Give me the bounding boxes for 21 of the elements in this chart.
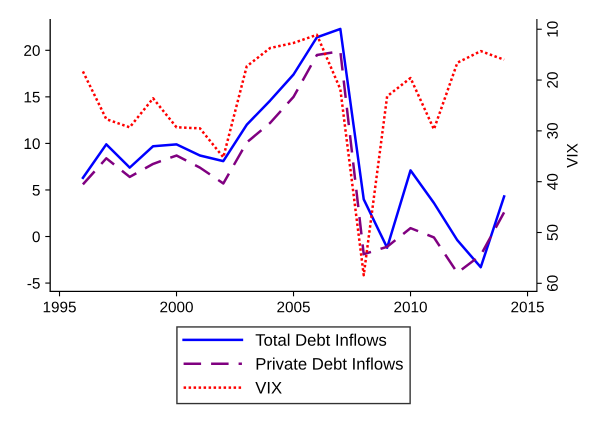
y2-axis-title: VIX (566, 144, 578, 168)
x-tick-label: 2010 (394, 302, 427, 312)
x-tick-label: 1995 (44, 302, 76, 312)
y2-tick-label: 20 (547, 72, 558, 88)
y2-tick-label: 30 (547, 122, 558, 139)
y-tick-label: 0 (32, 231, 40, 242)
y-tick-label: 10 (24, 138, 40, 150)
y2-tick-label: 50 (547, 224, 558, 240)
legend-label: VIX (255, 382, 282, 394)
y-tick-label: 5 (32, 184, 40, 196)
y2-tick-label: 40 (547, 174, 558, 190)
y2-tick-label: 60 (547, 275, 558, 292)
y2-tick-label: 10 (547, 21, 558, 37)
y-tick-label: -5 (28, 278, 40, 289)
x-tick-label: 2000 (160, 302, 193, 312)
legend-label: Private Debt Inflows (256, 358, 403, 370)
y-tick-label: 20 (24, 45, 40, 56)
x-tick-label: 2005 (277, 302, 310, 312)
y-tick-label: 15 (24, 92, 40, 103)
x-tick-label: 2015 (511, 302, 544, 312)
legend-label: Total Debt Inflows (256, 334, 386, 346)
